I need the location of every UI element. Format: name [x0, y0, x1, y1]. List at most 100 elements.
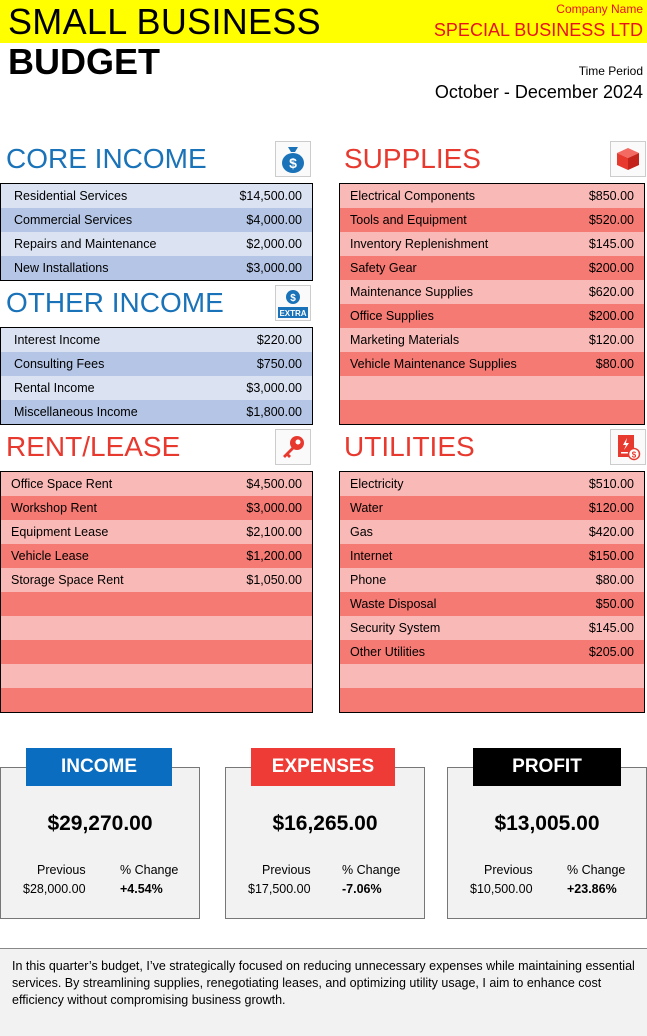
- title-highlight-band: [0, 0, 647, 43]
- expenses-summary-card: [225, 767, 425, 919]
- core-income-title: CORE INCOME: [6, 143, 207, 174]
- row-value: $3,000.00: [246, 501, 302, 515]
- table-row[interactable]: Storage Space Rent $1,050.00: [1, 568, 312, 592]
- row-label: Rental Income: [14, 381, 95, 395]
- table-row[interactable]: New Installations $3,000.00: [1, 256, 312, 280]
- table-row-empty[interactable]: [1, 592, 312, 616]
- row-value: $120.00: [588, 333, 634, 347]
- income-change-label: % Change: [120, 863, 179, 877]
- table-row[interactable]: Tools and Equipment $520.00: [340, 208, 644, 232]
- table-row[interactable]: Electricity $510.00: [340, 472, 644, 496]
- table-row-empty[interactable]: [340, 688, 644, 712]
- row-value: $120.00: [588, 501, 634, 515]
- time-period-label: Time Period: [578, 64, 643, 78]
- row-value: $220.00: [256, 333, 302, 347]
- table-row[interactable]: Security System $145.00: [340, 616, 644, 640]
- row-value: $14,500.00: [239, 189, 302, 203]
- table-row-empty[interactable]: [340, 664, 644, 688]
- row-value: $1,200.00: [246, 549, 302, 563]
- table-row[interactable]: Maintenance Supplies $620.00: [340, 280, 644, 304]
- row-label: Inventory Replenishment: [350, 237, 489, 251]
- table-row[interactable]: Commercial Services $4,000.00: [1, 208, 312, 232]
- table-row[interactable]: Rental Income $3,000.00: [1, 376, 312, 400]
- table-row[interactable]: Gas $420.00: [340, 520, 644, 544]
- income-summary-card: [0, 767, 200, 919]
- table-row[interactable]: Other Utilities $205.00: [340, 640, 644, 664]
- svg-text:$: $: [290, 293, 296, 304]
- table-row-empty[interactable]: [1, 640, 312, 664]
- income-card-title: INCOME: [26, 748, 172, 786]
- company-name-value[interactable]: SPECIAL BUSINESS LTD: [433, 20, 643, 40]
- row-label: Repairs and Maintenance: [14, 237, 157, 251]
- profit-change-value: +23.86%: [567, 882, 617, 896]
- row-label: Commercial Services: [14, 213, 133, 227]
- utility-bill-icon: $: [610, 429, 646, 465]
- row-label: Vehicle Lease: [11, 549, 89, 563]
- table-row-empty[interactable]: [1, 664, 312, 688]
- row-label: Vehicle Maintenance Supplies: [350, 357, 517, 371]
- income-previous-value: $28,000.00: [23, 882, 86, 896]
- row-label: Marketing Materials: [350, 333, 460, 347]
- table-row[interactable]: Marketing Materials $120.00: [340, 328, 644, 352]
- row-label: Electricity: [350, 477, 404, 491]
- row-value: $850.00: [588, 189, 634, 203]
- company-name-label: Company Name: [556, 2, 643, 16]
- page-title-line1: SMALL BUSINESS: [8, 1, 321, 42]
- table-row-empty[interactable]: [340, 400, 644, 424]
- table-row-empty[interactable]: [1, 688, 312, 712]
- row-value: $80.00: [595, 357, 634, 371]
- utilities-table: Electricity $510.00 Water $120.00 Gas $420.…: [339, 471, 645, 713]
- row-label: Consulting Fees: [14, 357, 105, 371]
- row-value: $3,000.00: [246, 381, 302, 395]
- table-row[interactable]: Consulting Fees $750.00: [1, 352, 312, 376]
- row-value: $750.00: [256, 357, 302, 371]
- table-row[interactable]: Vehicle Lease $1,200.00: [1, 544, 312, 568]
- core-income-table: Residential Services $14,500.00 Commercia…: [0, 183, 313, 281]
- table-row[interactable]: Workshop Rent $3,000.00: [1, 496, 312, 520]
- table-row[interactable]: Electrical Components $850.00: [340, 184, 644, 208]
- expenses-total: $16,265.00: [272, 812, 378, 835]
- table-row[interactable]: Vehicle Maintenance Supplies $80.00: [340, 352, 644, 376]
- table-row-empty[interactable]: [340, 376, 644, 400]
- row-label: Maintenance Supplies: [350, 285, 473, 299]
- row-label: Workshop Rent: [11, 501, 97, 515]
- table-row[interactable]: Phone $80.00: [340, 568, 644, 592]
- row-value: $80.00: [595, 573, 634, 587]
- table-row[interactable]: Miscellaneous Income $1,800.00: [1, 400, 312, 424]
- table-row[interactable]: Waste Disposal $50.00: [340, 592, 644, 616]
- row-label: Security System: [350, 621, 441, 635]
- table-row[interactable]: Safety Gear $200.00: [340, 256, 644, 280]
- budget-note[interactable]: In this quarter’s budget, I’ve strategic…: [0, 948, 647, 1036]
- table-row[interactable]: Internet $150.00: [340, 544, 644, 568]
- row-label: Gas: [350, 525, 373, 539]
- table-row[interactable]: Office Supplies $200.00: [340, 304, 644, 328]
- table-row[interactable]: Repairs and Maintenance $2,000.00: [1, 232, 312, 256]
- expenses-previous-value: $17,500.00: [248, 882, 311, 896]
- time-period-value[interactable]: October - December 2024: [434, 82, 643, 102]
- table-row-empty[interactable]: [1, 616, 312, 640]
- table-row[interactable]: Equipment Lease $2,100.00: [1, 520, 312, 544]
- extra-dollar-icon: $ EXTRA: [275, 285, 311, 321]
- table-row[interactable]: Office Space Rent $4,500.00: [1, 472, 312, 496]
- row-label: Residential Services: [14, 189, 128, 203]
- rent-lease-title: RENT/LEASE: [6, 431, 181, 462]
- expenses-previous-label: Previous: [262, 863, 311, 877]
- income-previous-label: Previous: [37, 863, 86, 877]
- svg-text:$: $: [289, 155, 297, 171]
- row-value: $145.00: [588, 237, 634, 251]
- profit-previous-label: Previous: [484, 863, 533, 877]
- row-label: Storage Space Rent: [11, 573, 124, 587]
- table-row[interactable]: Inventory Replenishment $145.00: [340, 232, 644, 256]
- table-row[interactable]: Interest Income $220.00: [1, 328, 312, 352]
- row-label: Electrical Components: [350, 189, 476, 203]
- table-row[interactable]: Water $120.00: [340, 496, 644, 520]
- row-value: $420.00: [588, 525, 634, 539]
- table-row[interactable]: Residential Services $14,500.00: [1, 184, 312, 208]
- row-label: Internet: [350, 549, 393, 563]
- profit-change-label: % Change: [567, 863, 626, 877]
- other-income-title: OTHER INCOME: [6, 287, 224, 318]
- row-value: $620.00: [588, 285, 634, 299]
- income-total: $29,270.00: [47, 812, 153, 835]
- page-title-line2: BUDGET: [8, 41, 160, 82]
- extra-icon-text: EXTRA: [279, 309, 306, 318]
